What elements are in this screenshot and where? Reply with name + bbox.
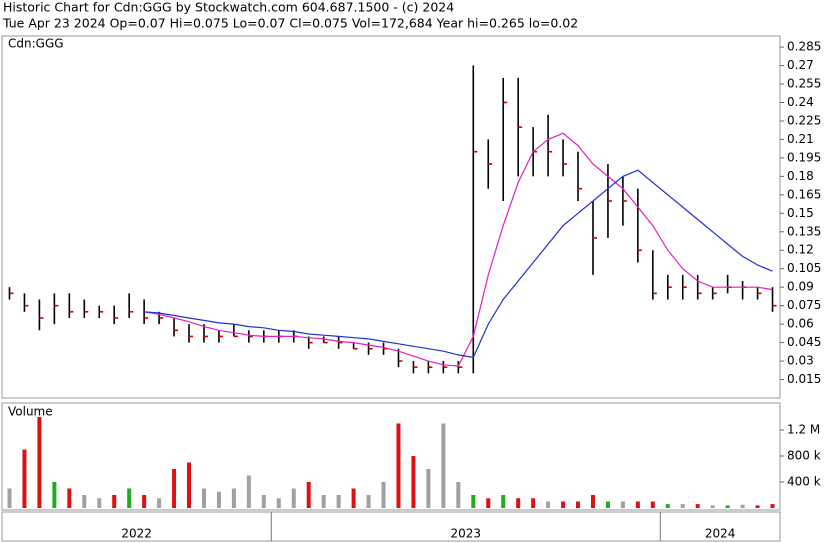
volume-bar [231,488,236,508]
volume-bar [82,495,87,508]
volume-bar [67,488,72,508]
volume-bar [246,475,251,508]
date-panel [1,511,781,542]
y-tick-label: 0.18 [787,169,814,183]
volume-bar [112,495,117,508]
volume-bar [576,501,581,508]
chart-subtitle: Tue Apr 23 2024 Op=0.07 Hi=0.075 Lo=0.07… [2,16,578,31]
y-tick-label: 0.225 [787,113,821,127]
moving-average [144,169,773,359]
price-panel [1,35,781,399]
y-tick-label: 0.09 [787,280,814,294]
volume-bar [22,449,27,508]
volume-bar [172,469,177,508]
y-tick-label: 0.015 [787,372,821,386]
chart-title: Historic Chart for Cdn:GGG by Stockwatch… [3,0,454,15]
volume-bar [37,417,42,508]
volume-tick-label: 400 k [787,475,821,489]
volume-bar [187,462,192,508]
volume-bar [561,501,566,508]
y-tick-label: 0.165 [787,187,821,201]
volume-bar [366,495,371,508]
volume-bar [7,488,12,508]
volume-bar [486,498,491,508]
volume-bar [620,501,625,508]
volume-bar [635,501,640,508]
volume-bar [725,505,730,508]
volume-bar [501,495,506,508]
x-tick-label: 2023 [451,527,482,541]
volume-bar [695,504,700,508]
volume-bar [291,488,296,508]
volume-bar [755,505,760,508]
volume-bar [321,495,326,508]
volume-bar [142,495,147,508]
volume-tick-label: 800 k [787,449,821,463]
volume-bar [665,504,670,508]
y-tick-label: 0.24 [787,95,814,109]
volume-bar [441,423,446,508]
y-tick-label: 0.075 [787,298,821,312]
y-tick-label: 0.135 [787,224,821,238]
y-tick-label: 0.21 [787,132,814,146]
volume-bar [710,505,715,508]
volume-bar [411,456,416,508]
volume-bar [52,482,57,508]
volume-bar [456,482,461,508]
volume-label: Volume [8,405,53,419]
symbol-label: Cdn:GGG [8,37,64,51]
volume-bar [471,495,476,508]
y-tick-label: 0.195 [787,150,821,164]
volume-bar [261,495,266,508]
y-tick-label: 0.27 [787,58,814,72]
y-tick-label: 0.105 [787,261,821,275]
volume-bar [650,501,655,508]
volume-bar [516,498,521,508]
x-tick-label: 2024 [705,527,736,541]
volume-bar [381,482,386,508]
volume-bar [216,491,221,508]
volume-bar [97,498,102,508]
y-tick-label: 0.03 [787,354,814,368]
y-tick-label: 0.255 [787,77,821,91]
volume-bar [396,423,401,508]
volume-bar [351,488,356,508]
y-tick-label: 0.045 [787,335,821,349]
volume-bar [336,495,341,508]
y-tick-label: 0.15 [787,206,814,220]
volume-bar [590,495,595,508]
volume-bar [605,501,610,508]
volume-bar [157,498,162,508]
volume-tick-label: 1.2 M [787,423,820,437]
volume-bar [426,469,431,508]
volume-bar [276,498,281,508]
volume-bar [740,504,745,508]
volume-bar [201,488,206,508]
moving-average [144,132,773,367]
volume-bar [306,482,311,508]
x-tick-label: 2022 [121,527,152,541]
volume-bar [770,504,775,508]
volume-bar [531,498,536,508]
y-tick-label: 0.12 [787,243,814,257]
volume-bar [680,504,685,508]
volume-bar [546,501,551,508]
y-tick-label: 0.285 [787,40,821,54]
y-tick-label: 0.06 [787,317,814,331]
volume-bar [127,488,132,508]
